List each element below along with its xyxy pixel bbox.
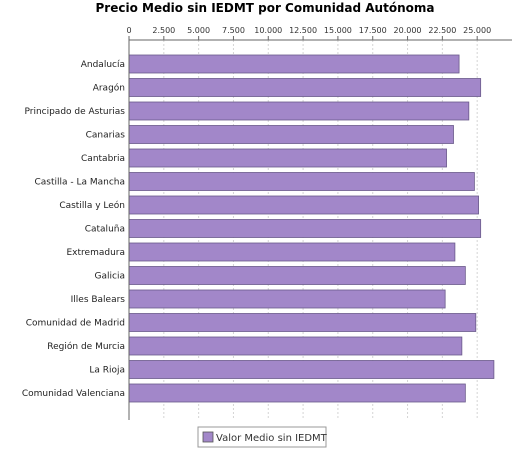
bar [128,360,495,379]
legend: Valor Medio sin IEDMT [197,426,328,448]
category-label: Región de Murcia [47,341,125,352]
x-tick-label: 5.000 [187,26,210,35]
legend-swatch [202,431,214,443]
bar [128,383,466,403]
bar [128,242,456,262]
x-tick-label: 17.500 [359,26,387,35]
category-label: Principado de Asturias [24,107,125,117]
bar [128,148,447,168]
category-label: Cataluña [85,225,125,235]
category-label: La Rioja [89,366,125,376]
category-label: Andalucía [81,60,125,70]
x-tick-label: 2.500 [152,26,175,35]
x-tick-label: 25.000 [463,26,491,35]
x-axis-ticks: 0 2.500 5.000 7.500 10.000 12.500 15.000 17.500… [126,26,491,40]
category-label: Aragón [93,83,125,94]
chart-title: Precio Medio sin IEDMT por Comunidad Aut… [96,1,435,15]
bar [128,219,482,238]
bar [128,195,479,215]
axes [128,39,512,420]
bar [128,336,463,356]
category-label: Illes Balears [71,295,126,305]
category-label: Galicia [95,272,125,282]
bar [128,172,475,191]
bar [128,289,446,309]
category-label: Cantabria [81,154,125,164]
category-label: Castilla y León [59,200,125,211]
legend-box [197,426,327,448]
bar [128,266,466,285]
category-label: Comunidad de Madrid [26,319,125,329]
category-labels: Andalucía Aragón Principado de Asturias Can… [22,60,125,399]
bar [128,54,460,74]
x-tick-label: 12.500 [289,26,317,35]
legend-label: Valor Medio sin IEDMT [216,433,328,444]
bar [128,313,477,332]
x-tick-label: 0 [126,26,131,35]
bar [128,101,470,121]
category-label: Castilla - La Mancha [34,178,125,188]
x-tick-label: 10.000 [254,26,282,35]
category-label: Extremadura [67,248,126,258]
x-tick-label: 7.500 [222,26,245,35]
bar [128,78,482,97]
x-tick-label: 22.500 [428,26,456,35]
category-label: Comunidad Valenciana [22,389,125,399]
category-label: Canarias [86,131,126,141]
bar [128,125,454,144]
x-tick-label: 20.000 [394,26,422,35]
bars [128,54,495,403]
x-tick-label: 15.000 [324,26,352,35]
